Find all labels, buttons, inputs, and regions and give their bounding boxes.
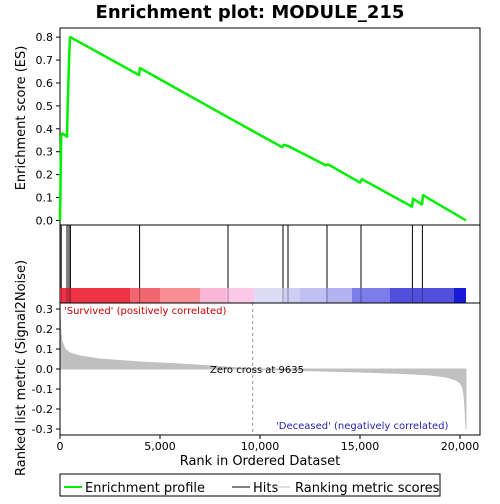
color-bar-segment [60,288,130,303]
color-bar-segment [300,288,326,303]
zero-cross-annotation: Zero cross at 9635 [210,365,304,376]
metric-y-tick-label: -0.1 [32,383,53,396]
x-tick-label: 0 [57,440,64,453]
legend-hits-label: Hits [253,481,278,496]
color-bar-segment [226,288,254,303]
es-y-tick-label: 0.2 [36,169,54,182]
x-tick-label: 5,000 [144,440,176,453]
color-bar-segment [200,288,226,303]
chart-title: Enrichment plot: MODULE_215 [96,2,405,23]
es-y-tick-label: 0.6 [36,77,54,90]
ranking-metric-area [59,308,467,430]
metric-y-tick-label: 0.1 [36,343,54,356]
color-bar-segment [326,288,352,303]
legend: Enrichment profile Hits Ranking metric s… [59,473,441,497]
es-y-tick-label: 0.3 [36,146,54,159]
legend-es-label: Enrichment profile [85,481,205,496]
es-y-tick-label: 0.7 [36,54,54,67]
color-bar-segment [284,288,300,303]
metric-y-tick-label: 0.0 [36,363,54,376]
x-tick-label: 20,000 [441,440,480,453]
negative-annotation: 'Deceased' (negatively correlated) [276,421,448,432]
es-y-tick-label: 0.8 [36,31,54,44]
metric-y-tick-label: -0.3 [32,423,53,436]
color-bar-segment [454,288,466,303]
metric-y-tick-label: 0.2 [36,323,54,336]
es-axis-label: Enrichment score (ES) [14,46,29,191]
color-bar-segment [390,288,454,303]
metric-panel: -0.3 -0.2 -0.1 0.0 0.1 0.2 0.3 0 5,000 10,000 15,0… [32,302,481,453]
color-bar-segment [160,288,200,303]
x-tick-label: 10,000 [241,440,280,453]
enrichment-profile-line [58,35,467,222]
hits-panel [59,224,481,304]
metric-y-tick-label: -0.2 [32,403,53,416]
es-y-tick-label: 0.5 [36,100,54,113]
es-y-tick-label: 0.1 [36,192,54,205]
color-bar-segment [352,288,390,303]
metric-y-tick-label: 0.3 [36,303,54,316]
positive-annotation: 'Survived' (positively correlated) [64,306,227,317]
x-axis-label: Rank in Ordered Dataset [180,454,341,469]
es-y-tick-label: 0.0 [36,214,54,227]
legend-box [59,473,441,497]
color-bar-segment [254,288,284,303]
es-y-tick-label: 0.4 [36,123,54,136]
legend-metric-label: Ranking metric scores [295,481,440,496]
metric-axis-label: Ranked list metric (Signal2Noise) [14,260,29,476]
es-frame [59,27,481,226]
es-panel: 0.0 0.1 0.2 0.3 0.4 0.5 0.6 0.7 0.8 [36,27,481,227]
color-bar-segment [130,288,160,303]
x-tick-label: 15,000 [341,440,380,453]
